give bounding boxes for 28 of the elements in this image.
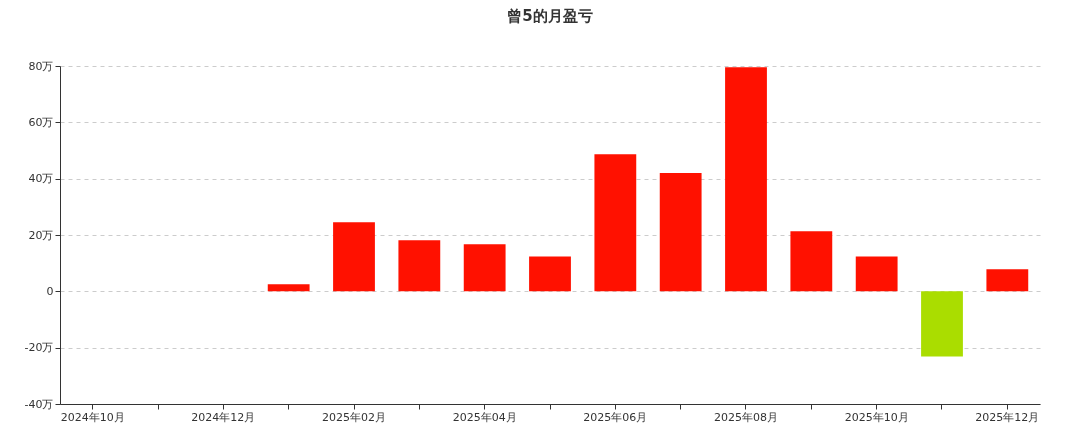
x-tick-label: 2025年06月 [583,410,648,424]
x-tick-label: 2024年10月 [60,410,125,424]
bar [725,67,767,292]
y-tick-label: 0 [46,284,54,298]
x-tick-label: 2025年10月 [844,410,909,424]
bar [267,284,310,292]
y-tick-label: 40万 [28,172,54,186]
y-tick-label: -20万 [24,341,54,355]
bar [398,240,441,292]
bar [921,291,963,357]
y-tick-label: 60万 [28,115,54,129]
x-tick-label: 2024年12月 [191,410,256,424]
x-tick-label: 2025年08月 [714,410,778,424]
y-tick-label: 20万 [28,228,54,242]
bar [659,173,702,292]
bar [463,244,506,292]
y-tick-label: 80万 [28,59,54,73]
bar [594,154,637,292]
bar [986,269,1029,292]
x-tick-label: 2025年04月 [452,410,517,424]
x-tick-label: 2025年02月 [322,410,386,424]
bar [529,256,571,292]
bar [855,256,898,292]
x-tick-label: 2025年12月 [975,410,1040,424]
bar [333,222,375,292]
bar [790,231,833,292]
y-tick-label: -40万 [24,397,54,411]
chart-title: 曾5的月盈亏 [507,7,593,25]
